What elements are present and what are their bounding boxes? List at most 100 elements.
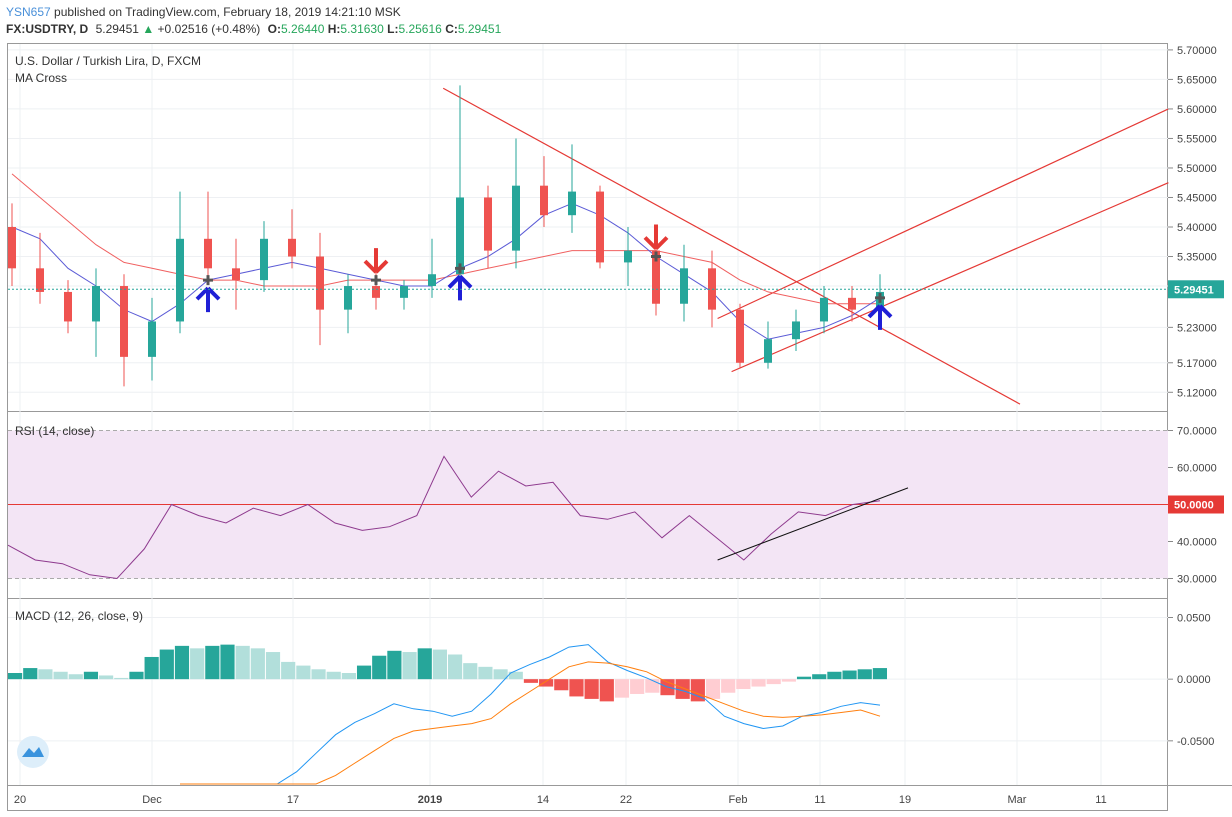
trend-lines[interactable] [442, 87, 1169, 405]
symbol-label: FX:USDTRY, D [6, 22, 89, 36]
moving-averages [11, 173, 881, 340]
price-tick-label: 5.40000 [1177, 222, 1217, 234]
rsi-trend-line [717, 487, 909, 561]
candle-body [792, 321, 800, 340]
signal-line [180, 661, 881, 785]
macd-histogram-bar [432, 649, 447, 680]
time-tick-label: 20 [14, 794, 26, 806]
rsi-mid-tag: 50.0000 [1174, 500, 1214, 512]
candle-body [820, 297, 828, 322]
candle-body [456, 197, 464, 275]
sell-arrow-icon [643, 224, 669, 250]
macd-histogram-bar [675, 679, 690, 699]
candle-body [512, 185, 520, 251]
candle-body [848, 297, 856, 310]
time-tick-label: Dec [142, 794, 162, 806]
rsi-mid-box [1168, 495, 1224, 514]
macd-histogram-bar [387, 650, 402, 680]
macd-histogram-bar [417, 648, 432, 680]
candle-body [624, 250, 632, 263]
open-label: O: [267, 22, 281, 36]
macd-histogram-bar [478, 666, 493, 680]
macd-histogram-bar [599, 679, 614, 702]
macd-histogram-bar [508, 671, 523, 680]
buy-arrow-icon [447, 274, 473, 301]
cross-signals [195, 224, 893, 330]
macd-histogram-bar [8, 673, 23, 680]
price-tick-label: 5.45000 [1177, 192, 1217, 204]
candle-body [8, 227, 16, 269]
tradingview-logo-icon[interactable] [17, 736, 49, 768]
time-tick-label: 2019 [418, 794, 442, 806]
macd-histogram-bar [68, 674, 83, 680]
time-axis[interactable]: 20 Dec 17 2019 14 22 Feb 11 19 Mar 11 [14, 794, 1107, 806]
price-tick-label: 5.17000 [1177, 358, 1217, 370]
buy-arrow-icon [867, 304, 893, 330]
macd-pane[interactable]: MACD (12, 26, close, 9) 0.0500 0.0000 -0.0… [8, 609, 1214, 785]
price-tick-label: 5.70000 [1177, 45, 1217, 57]
sell-arrow-icon [363, 248, 389, 274]
price-tick-label: 5.65000 [1177, 74, 1217, 86]
macd-histogram-bar [372, 655, 387, 680]
cross-marker [651, 251, 661, 262]
pane-frames [7, 43, 1232, 811]
price-tick-label: 5.12000 [1177, 387, 1217, 399]
candle-body [204, 238, 212, 269]
ma-slow-line [11, 173, 880, 305]
macd-histogram-bar [235, 645, 250, 680]
macd-histogram-bar [159, 649, 174, 680]
rsi-tick-label: 30.0000 [1177, 574, 1217, 586]
rsi-tick-label: 70.0000 [1177, 426, 1217, 438]
rsi-tick-label: 60.0000 [1177, 463, 1217, 475]
price-tick-label: 5.23000 [1177, 322, 1217, 334]
macd-histogram-bar [539, 679, 554, 687]
macd-histogram [8, 644, 887, 702]
macd-histogram-bar [812, 674, 827, 680]
cross-marker [455, 263, 465, 274]
macd-histogram-bar [554, 679, 569, 691]
candle-body [736, 309, 744, 363]
last-price: 5.29451 [95, 22, 139, 36]
time-tick-label: 17 [287, 794, 299, 806]
trend-line [442, 87, 1021, 405]
candle-body [344, 286, 352, 310]
time-tick-label: 11 [814, 794, 825, 806]
price-tick-label: 5.50000 [1177, 163, 1217, 175]
rsi-title: RSI (14, close) [15, 424, 94, 438]
candle-body [232, 268, 240, 281]
cross-marker [371, 275, 381, 286]
ohlc-line: FX:USDTRY, D 5.29451 ▲ +0.02516 (+0.48%)… [6, 22, 501, 36]
macd-histogram-bar [205, 645, 220, 680]
rsi-axis[interactable]: 70.0000 60.0000 40.0000 30.0000 [1168, 426, 1217, 586]
high-value: 5.31630 [340, 22, 384, 36]
macd-histogram-bar [448, 654, 463, 680]
macd-histogram-bar [53, 671, 68, 680]
macd-histogram-bar [311, 669, 326, 680]
rsi-pane[interactable]: RSI (14, close) 70.0000 60.0000 40.0000 30.… [7, 424, 1224, 586]
macd-histogram-bar [129, 671, 144, 680]
macd-histogram-bar [493, 669, 508, 680]
publish-line: YSN657 published on TradingView.com, Feb… [6, 5, 401, 19]
candle-body [176, 238, 184, 322]
trend-line [717, 108, 1169, 320]
macd-histogram-bar [690, 679, 705, 702]
macd-histogram-bar [265, 652, 281, 680]
author-link[interactable]: YSN657 [6, 5, 51, 19]
macd-histogram-bar [250, 648, 265, 680]
time-tick-label: 19 [899, 794, 911, 806]
candle-body [288, 238, 296, 257]
chart-title: U.S. Dollar / Turkish Lira, D, FXCM [15, 54, 201, 68]
candle-body [260, 238, 268, 281]
candle-body [652, 250, 660, 304]
macd-axis[interactable]: 0.0500 0.0000 -0.0500 [1168, 613, 1214, 748]
macd-histogram-bar [645, 679, 660, 693]
candle-body [372, 286, 380, 298]
time-tick-label: 14 [537, 794, 549, 806]
candle-body [484, 197, 492, 251]
macd-histogram-bar [190, 648, 205, 680]
macd-histogram-bar [827, 671, 842, 680]
low-value: 5.25616 [398, 22, 442, 36]
price-axis[interactable]: 5.70000 5.65000 5.60000 5.55000 5.50000 5.450… [1168, 45, 1217, 399]
time-tick-label: Feb [729, 794, 748, 806]
